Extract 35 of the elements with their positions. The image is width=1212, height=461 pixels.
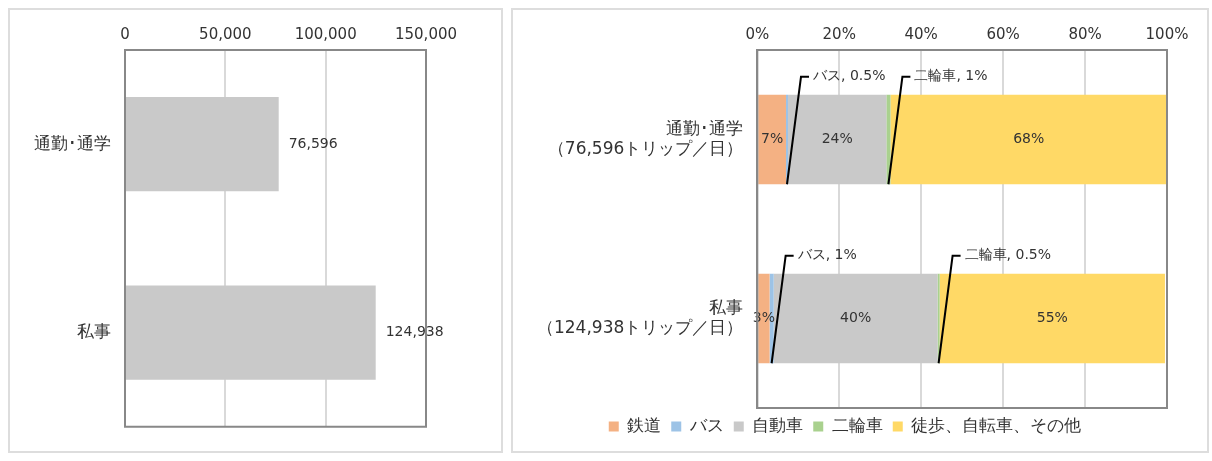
data-label: 7%	[761, 130, 784, 147]
x-tick-label: 100,000	[294, 24, 357, 43]
x-tick-label: 80%	[1068, 24, 1102, 43]
bar	[890, 94, 1167, 185]
x-tick-label: 60%	[986, 24, 1020, 43]
legend-label: 鉄道	[627, 414, 662, 435]
data-label: 40%	[840, 309, 872, 326]
y-tick-label: 私事	[77, 321, 111, 342]
x-tick-label: 40%	[904, 24, 938, 43]
y-tick-label: 私事（124,938トリップ／日）	[536, 296, 744, 338]
data-label: 55%	[1036, 309, 1068, 326]
x-tick-label: 0	[120, 24, 130, 43]
bar	[886, 94, 891, 185]
data-label: 二輪車, 0.5%	[964, 246, 1052, 263]
data-label: バス, 0.5%	[812, 67, 886, 84]
bar	[758, 94, 786, 185]
y-tick-label: 通勤･通学（76,596トリップ／日）	[547, 117, 744, 159]
data-label: 24%	[821, 130, 853, 147]
legend-label: 二輪車	[831, 414, 883, 435]
bar	[939, 273, 1165, 364]
data-label: 二輪車, 1%	[914, 67, 988, 84]
x-tick-label: 150,000	[394, 24, 458, 43]
bar	[788, 94, 887, 185]
x-tick-label: 20%	[822, 24, 856, 43]
data-label: バス, 1%	[796, 246, 857, 263]
legend-label: バス	[688, 414, 724, 435]
x-tick-label: 100%	[1145, 24, 1189, 43]
data-label: 76,596	[288, 134, 338, 151]
data-label: 68%	[1013, 130, 1045, 147]
legend-label: 徒歩、自転車、その他	[911, 414, 1082, 435]
x-tick-label: 0%	[745, 24, 770, 43]
y-tick-label: 通勤･通学	[34, 132, 111, 153]
bar	[773, 273, 938, 364]
x-tick-label: 50,000	[199, 24, 252, 43]
legend-label: 自動車	[752, 414, 804, 435]
